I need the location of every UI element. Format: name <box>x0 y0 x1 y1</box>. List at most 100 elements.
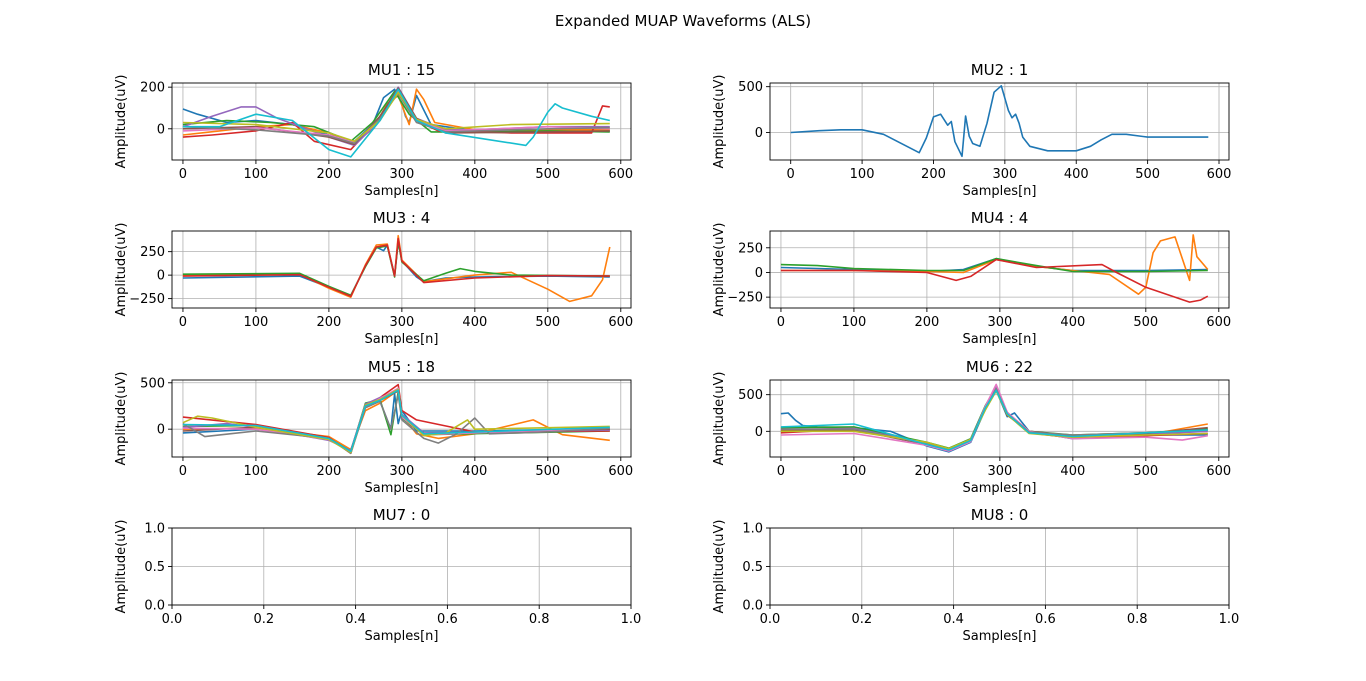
y-tick-label: 0.0 <box>144 599 165 614</box>
x-tick-label: 0 <box>179 315 187 330</box>
x-tick-label: 0.4 <box>943 612 964 627</box>
series-group <box>790 85 1209 158</box>
x-tick-label: 200 <box>914 464 939 479</box>
series-group <box>182 234 611 303</box>
x-tick-label: 600 <box>1206 315 1231 330</box>
y-tick-label: 0 <box>157 122 165 137</box>
subplot-mu5: 0 100 200 300 400 500 600 0 500 MU5 : 18 Samples[n… <box>114 358 633 496</box>
series-line-10 <box>780 389 1208 451</box>
series-line-10 <box>182 389 610 453</box>
x-tick-label: 600 <box>1206 464 1231 479</box>
x-tick-label: 500 <box>535 167 560 182</box>
x-tick-label: 1.0 <box>621 612 642 627</box>
x-tick-label: 300 <box>389 315 414 330</box>
x-tick-label: 200 <box>921 167 946 182</box>
x-tick-label: 0.4 <box>345 612 366 627</box>
x-axis-label: Samples[n] <box>365 184 439 199</box>
y-tick-label: 0 <box>157 423 165 438</box>
x-axis-label: Samples[n] <box>963 332 1037 347</box>
x-axis-label: Samples[n] <box>365 332 439 347</box>
x-tick-label: 500 <box>1133 315 1158 330</box>
y-tick-label: 500 <box>738 80 763 95</box>
x-tick-label: 0 <box>777 315 785 330</box>
series-line-6 <box>780 388 1208 451</box>
x-tick-label: 0.0 <box>162 612 183 627</box>
y-tick-label: 500 <box>140 376 165 391</box>
series-line-9 <box>182 91 610 143</box>
x-tick-label: 0 <box>777 464 785 479</box>
x-tick-label: 600 <box>608 167 633 182</box>
x-tick-label: 400 <box>1064 167 1089 182</box>
x-tick-label: 100 <box>842 464 867 479</box>
x-tick-label: 300 <box>987 315 1012 330</box>
y-axis-label: Amplitude(uV) <box>114 75 129 169</box>
x-tick-label: 0 <box>787 167 795 182</box>
x-tick-label: 200 <box>914 315 939 330</box>
x-axis-label: Samples[n] <box>963 481 1037 496</box>
subplot-title: MU7 : 0 <box>373 506 431 524</box>
figure-title: Expanded MUAP Waveforms (ALS) <box>555 12 811 30</box>
series-line-2 <box>780 234 1209 296</box>
x-tick-label: 100 <box>842 315 867 330</box>
y-tick-label: −250 <box>727 291 763 306</box>
x-tick-label: 0 <box>179 464 187 479</box>
x-tick-label: 100 <box>850 167 875 182</box>
subplot-title: MU8 : 0 <box>971 506 1029 524</box>
y-axis-label: Amplitude(uV) <box>712 520 727 614</box>
series-line-7 <box>182 387 610 454</box>
subplot-mu1: 0 100 200 300 400 500 600 0 200 MU1 : 15 Samples[n… <box>114 61 633 199</box>
y-axis-label: Amplitude(uV) <box>114 223 129 317</box>
x-tick-label: 500 <box>1135 167 1160 182</box>
y-tick-label: 0 <box>755 425 763 440</box>
y-tick-label: 0.0 <box>742 599 763 614</box>
series-line-4 <box>182 237 610 298</box>
series-line-9 <box>780 390 1208 450</box>
series-line-1 <box>790 85 1209 158</box>
x-tick-label: 500 <box>1133 464 1158 479</box>
series-line-3 <box>780 386 1208 450</box>
x-axis-label: Samples[n] <box>963 629 1037 644</box>
series-line-4 <box>780 258 1209 303</box>
series-line-8 <box>182 92 610 145</box>
x-tick-label: 200 <box>316 315 341 330</box>
y-tick-label: 0.5 <box>144 560 165 575</box>
x-tick-label: 600 <box>1207 167 1232 182</box>
x-tick-label: 500 <box>535 464 560 479</box>
x-tick-label: 200 <box>316 167 341 182</box>
y-axis-label: Amplitude(uV) <box>712 75 727 169</box>
x-tick-label: 100 <box>244 167 269 182</box>
y-tick-label: 0 <box>755 126 763 141</box>
x-tick-label: 300 <box>389 167 414 182</box>
x-tick-label: 0.2 <box>851 612 872 627</box>
subplot-mu3: 0 100 200 300 400 500 600 −250 0 250 MU3 : 4 Sample… <box>114 209 633 347</box>
y-tick-label: 1.0 <box>144 522 165 537</box>
x-tick-label: 200 <box>316 464 341 479</box>
y-tick-label: 0 <box>755 266 763 281</box>
series-group <box>182 86 610 158</box>
x-tick-label: 500 <box>535 315 560 330</box>
y-tick-label: 1.0 <box>742 522 763 537</box>
subplot-title: MU4 : 4 <box>971 209 1029 227</box>
subplot-title: MU6 : 22 <box>966 358 1033 376</box>
y-axis-label: Amplitude(uV) <box>114 372 129 466</box>
subplot-grid: 0 100 200 300 400 500 600 0 200 MU1 : 15 Samples[n… <box>114 61 1239 644</box>
x-tick-label: 0.6 <box>437 612 458 627</box>
series-line-2 <box>780 387 1208 451</box>
x-tick-label: 0 <box>179 167 187 182</box>
x-tick-label: 0.0 <box>760 612 781 627</box>
series-line-4 <box>780 387 1208 452</box>
subplot-title: MU2 : 1 <box>971 61 1029 79</box>
x-tick-label: 400 <box>1060 464 1085 479</box>
axes-frame <box>769 82 1230 161</box>
series-group <box>780 234 1209 303</box>
x-axis-label: Samples[n] <box>365 629 439 644</box>
x-tick-label: 400 <box>462 464 487 479</box>
x-tick-label: 0.6 <box>1035 612 1056 627</box>
series-line-4 <box>182 383 610 455</box>
x-tick-label: 0.8 <box>1127 612 1148 627</box>
x-tick-label: 600 <box>608 315 633 330</box>
y-tick-label: 250 <box>140 245 165 260</box>
subplot-title: MU3 : 4 <box>373 209 431 227</box>
y-tick-label: 0 <box>157 269 165 284</box>
